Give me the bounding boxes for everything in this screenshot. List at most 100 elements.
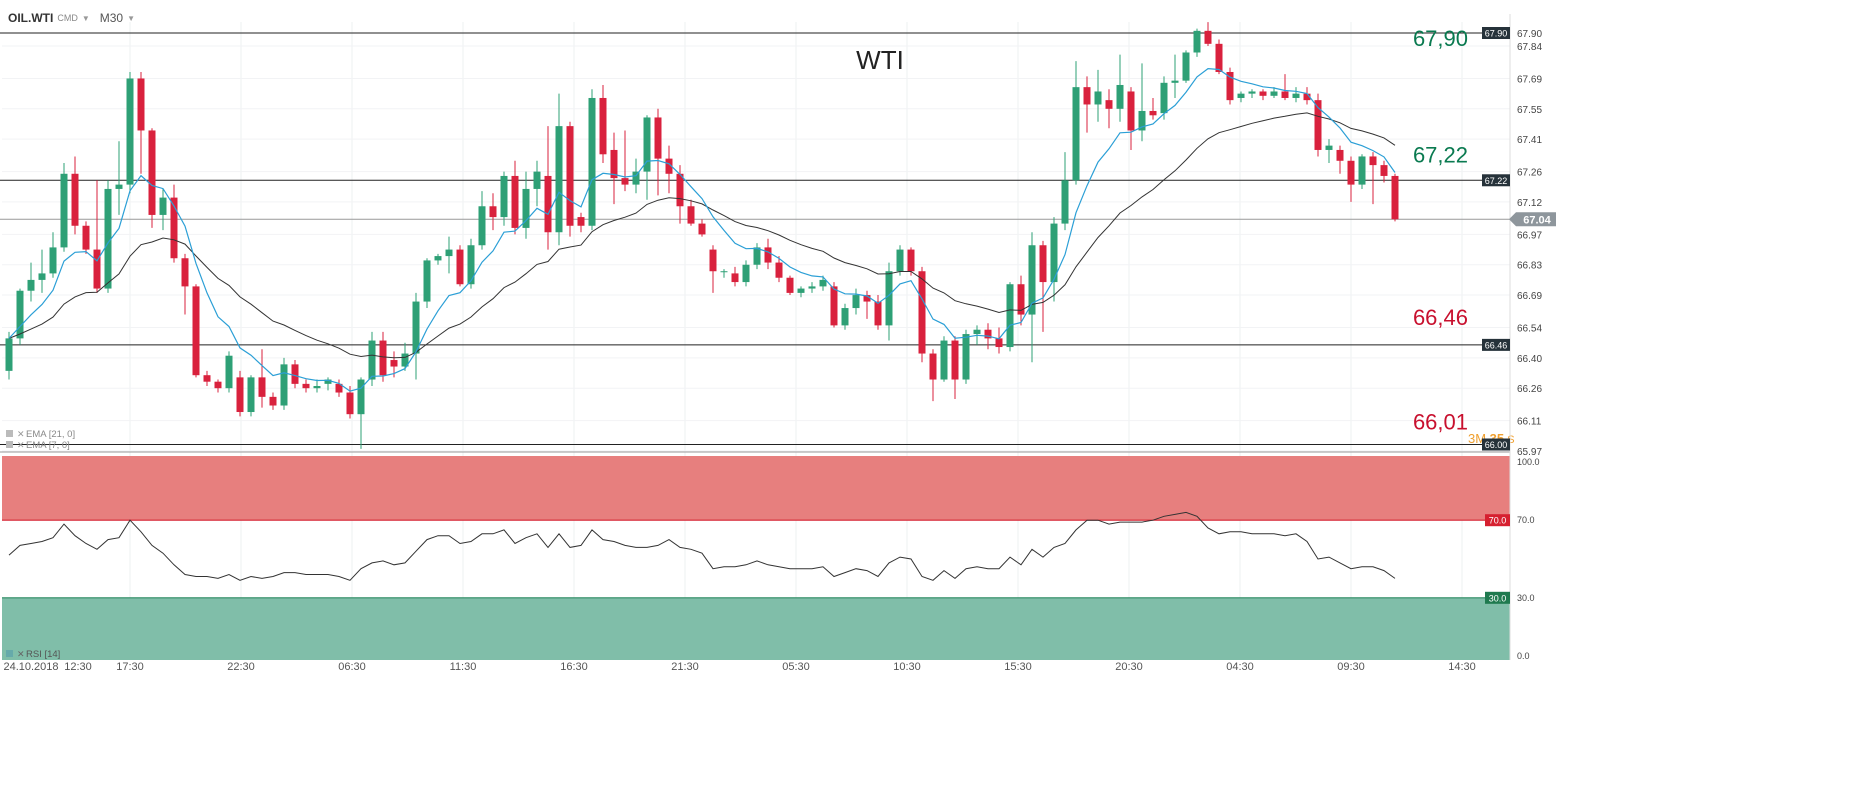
candle-up [632, 171, 640, 185]
candle-down [577, 217, 585, 226]
current-price-badge [1509, 212, 1556, 227]
candle-down [346, 392, 354, 415]
level-value-label: 67,90 [1413, 26, 1468, 51]
symbol-type-label: CMD [57, 13, 78, 23]
candle-up [16, 290, 24, 339]
x-tick-label: 11:30 [450, 661, 477, 673]
candle-down [599, 97, 607, 155]
candle-down [907, 249, 915, 272]
candle-up [742, 264, 750, 283]
candle-up [5, 338, 13, 371]
candle-down [698, 223, 706, 235]
candle-down [1336, 149, 1344, 161]
candle-up [467, 245, 475, 285]
candle-up [1182, 52, 1190, 81]
price-tick-label: 66.97 [1517, 230, 1542, 241]
candle-up [885, 271, 893, 326]
indicator-remove-icon[interactable]: ✕ [17, 649, 25, 659]
candle-up [38, 273, 46, 280]
candle-up [159, 197, 167, 215]
candle-down [1039, 245, 1047, 283]
candle-down [676, 173, 684, 207]
candle-down [566, 126, 574, 226]
candle-down [610, 149, 618, 179]
rsi-overbought-badge [1485, 514, 1510, 527]
candle-down [236, 377, 244, 413]
axes: 24.10.2018 12:30 17:30 22:30 06:30 11:30 16:30… [0, 14, 1556, 673]
candle-down [1259, 91, 1267, 96]
price-tick-label: 67.41 [1517, 135, 1542, 146]
grid [2, 22, 1510, 660]
level-axis-badge [1482, 174, 1510, 187]
indicator-settings-icon[interactable] [6, 430, 13, 437]
price-tick-label: 66.69 [1517, 291, 1542, 302]
candle-down [665, 158, 673, 174]
candle-down [1369, 156, 1377, 166]
candle-down [654, 117, 662, 159]
candle-down [335, 383, 343, 393]
rsi-panel: ✕ RSI [14] [2, 456, 1510, 660]
candle-up [115, 184, 123, 189]
candle-down [489, 206, 497, 218]
x-tick-label: 17:30 [116, 661, 144, 673]
price-tick-label: 66.11 [1517, 417, 1542, 428]
candle-down [621, 178, 629, 185]
rsi-tick-label: 70.0 [1517, 515, 1535, 525]
rsi-oversold-badge-label: 30.0 [1489, 593, 1507, 603]
candle-up [896, 249, 904, 272]
candle-up [27, 279, 35, 291]
level-axis-label: 66.00 [1485, 440, 1508, 450]
candle-down [1149, 110, 1157, 116]
candle-up [808, 286, 816, 289]
chart-title: WTI [856, 45, 904, 75]
candle-down [170, 197, 178, 259]
price-tick-label: 66.54 [1517, 324, 1542, 335]
x-tick-label: 14:30 [1448, 661, 1476, 673]
rsi-tick-label: 100.0 [1517, 457, 1540, 467]
rsi-overbought-badge-label: 70.0 [1489, 516, 1507, 526]
indicator-remove-icon[interactable]: ✕ [17, 440, 25, 450]
candle-down [775, 262, 783, 278]
candle-down [1380, 165, 1388, 176]
candle-up [819, 279, 827, 287]
candle-up [720, 271, 728, 273]
price-tick-label: 67.26 [1517, 168, 1542, 179]
candle-down [214, 381, 222, 389]
level-axis-badge [1482, 438, 1510, 451]
candle-up [797, 288, 805, 293]
ema-21-line [8, 112, 1396, 359]
candle-down [1127, 91, 1135, 131]
candle-up [1325, 145, 1333, 150]
candle-up [1028, 245, 1036, 315]
candle-up [973, 329, 981, 335]
chart-toolbar: OIL.WTI CMD ▼ M30 ▼ [8, 8, 135, 28]
candle-down [1017, 284, 1025, 315]
candle-up [1116, 84, 1124, 109]
rsi-indicator-label: RSI [14] [26, 649, 60, 660]
candle-up [412, 301, 420, 354]
x-tick-label: 05:30 [782, 661, 810, 673]
candle-down [137, 78, 145, 131]
indicator-settings-icon[interactable] [6, 441, 13, 448]
candle-down [71, 173, 79, 226]
rsi-tick-label: 30.0 [1517, 593, 1535, 603]
symbol-selector[interactable]: OIL.WTI CMD ▼ [8, 11, 90, 25]
candle-up [357, 379, 365, 415]
timeframe-label: M30 [99, 11, 124, 25]
candle-up [368, 340, 376, 380]
level-axis-label: 66.46 [1485, 340, 1508, 350]
candle-up [533, 171, 541, 189]
candle-up [940, 340, 948, 380]
candle-down [764, 247, 772, 263]
price-tick-label: 67.55 [1517, 105, 1542, 116]
candle-down [830, 286, 838, 326]
candle-down [1347, 160, 1355, 185]
x-tick-label: 16:30 [560, 661, 588, 673]
candle-down [918, 271, 926, 354]
candle-down [687, 206, 695, 224]
rsi-line [8, 511, 1396, 581]
indicator-remove-icon[interactable]: ✕ [17, 429, 25, 439]
indicator-settings-icon[interactable] [6, 650, 13, 657]
timeframe-selector[interactable]: M30 ▼ [100, 11, 135, 25]
